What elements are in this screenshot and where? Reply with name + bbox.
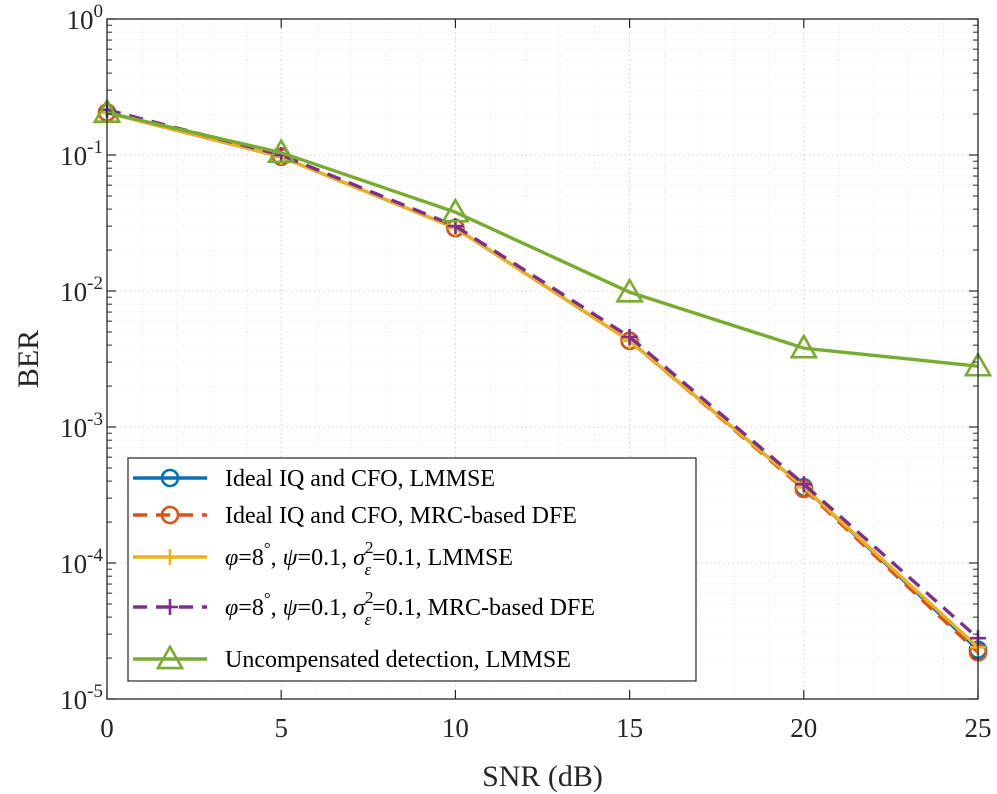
x-axis-label: SNR (dB) [482, 760, 603, 793]
series-5 [92, 97, 993, 377]
legend-marker [162, 549, 178, 565]
x-tick-label: 0 [100, 713, 114, 743]
legend-marker [155, 644, 185, 670]
legend-entry-4: φ=8°, ψ=0.1, σ2 ε=0.1, MRC-based DFE [133, 588, 595, 629]
data-point [441, 197, 470, 223]
data-point [789, 333, 819, 359]
x-tick-label: 25 [965, 713, 992, 743]
series-line [106, 110, 979, 368]
data-point [615, 277, 644, 303]
data-point [266, 137, 296, 164]
legend-label: Uncompensated detection, LMMSE [225, 647, 571, 673]
axes-box [106, 18, 979, 700]
y-tick-label: 10-5 [60, 681, 103, 715]
legend-entry-5: Uncompensated detection, LMMSE [133, 644, 571, 673]
y-tick-label: 10-2 [60, 273, 103, 307]
legend-label: Ideal IQ and CFO, LMMSE [225, 466, 495, 492]
series-line [106, 110, 980, 649]
legend: Ideal IQ and CFO, LMMSE Ideal IQ and CFO,… [127, 457, 697, 682]
legend-entry-1: Ideal IQ and CFO, LMMSE [133, 466, 495, 492]
y-tick-label: 10-1 [60, 137, 103, 171]
legend-marker [160, 505, 180, 525]
legend-entry-3: φ=8°, ψ=0.1, σ2 ε=0.1, LMMSE [133, 538, 513, 579]
legend-marker [160, 468, 180, 488]
ticks: 0 5 10 15 20 25 100 10-1 10-2 10-3 10-4 10-5 [60, 1, 991, 743]
y-tick-label: 10-4 [60, 545, 103, 579]
legend-label: φ=8°, ψ=0.1, σ2 ε=0.1, LMMSE [225, 538, 513, 579]
legend-label: Ideal IQ and CFO, MRC-based DFE [225, 503, 577, 529]
x-tick-label: 20 [790, 713, 817, 743]
legend-label: φ=8°, ψ=0.1, σ2 ε=0.1, MRC-based DFE [225, 588, 595, 629]
y-tick-label: 10-3 [60, 409, 103, 443]
y-tick-label: 100 [67, 1, 104, 35]
x-tick-label: 10 [442, 713, 469, 743]
legend-box [127, 457, 697, 682]
x-tick-label: 5 [274, 713, 288, 743]
y-axis-label: BER [12, 330, 45, 388]
data-point [621, 328, 638, 345]
x-tick-label: 15 [616, 713, 643, 743]
data-point [795, 476, 812, 493]
plot-series [92, 97, 993, 662]
legend-entry-2: Ideal IQ and CFO, MRC-based DFE [133, 503, 577, 529]
legend-marker [162, 599, 178, 615]
